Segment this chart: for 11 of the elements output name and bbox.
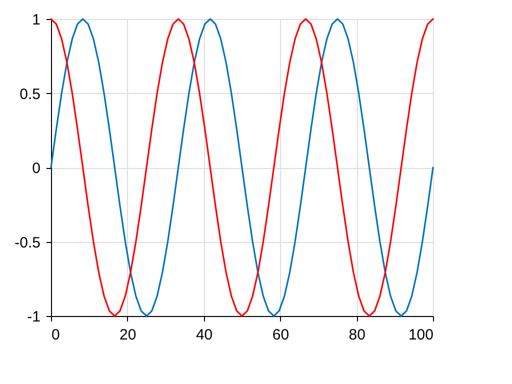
y-tick-label: 0	[32, 160, 40, 177]
y-tick-label: -0.5	[14, 234, 40, 252]
y-tick-label: -1	[27, 308, 40, 326]
x-tick-label: 100	[408, 326, 434, 344]
x-tick-label: 0	[52, 326, 60, 344]
x-tick-label: 20	[120, 326, 136, 344]
y-tick-label: 1	[32, 12, 40, 28]
x-tick-label: 60	[272, 326, 290, 344]
y-tick-label: 0.5	[20, 86, 40, 103]
x-tick-label: 40	[196, 326, 213, 344]
x-tick-label: 80	[348, 326, 366, 344]
